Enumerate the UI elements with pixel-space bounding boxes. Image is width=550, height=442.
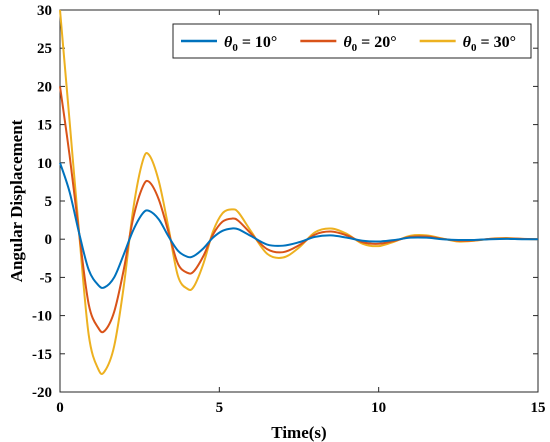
y-tick-label: -5 — [40, 270, 53, 286]
y-tick-label: 30 — [37, 3, 52, 19]
y-tick-label: 0 — [45, 232, 53, 248]
x-axis-label: Time(s) — [271, 423, 326, 442]
legend-box — [172, 23, 532, 59]
legend-label-3: θ0 = 30° — [463, 34, 516, 54]
y-tick-label: 10 — [37, 156, 52, 172]
y-tick-label: -20 — [32, 385, 52, 401]
x-tick-label: 5 — [216, 400, 224, 416]
plot-frame — [59, 9, 539, 393]
legend: θ0 = 10° θ0 = 20° θ0 = 30° — [172, 23, 532, 59]
x-tick-label: 0 — [56, 400, 64, 416]
tick-labels: 0 5 10 15 -20 -15 -10 -5 0 5 10 15 20 25 30 — [32, 3, 546, 416]
y-tick-label: 25 — [37, 41, 52, 57]
y-axis-label: Angular Displacement — [7, 119, 26, 282]
y-tick-label: 5 — [45, 194, 53, 210]
x-tick-label: 10 — [371, 400, 386, 416]
y-tick-label: -15 — [32, 347, 52, 363]
legend-label-2: θ0 = 20° — [343, 34, 396, 54]
y-tick-label: 15 — [37, 118, 52, 134]
legend-label-1: θ0 = 10° — [224, 34, 277, 54]
series-lines — [59, 9, 539, 375]
series-line-1 — [59, 162, 539, 289]
y-tick-label: 20 — [37, 79, 52, 95]
x-tick-label: 15 — [531, 400, 546, 416]
y-tick-label: -10 — [32, 309, 52, 325]
